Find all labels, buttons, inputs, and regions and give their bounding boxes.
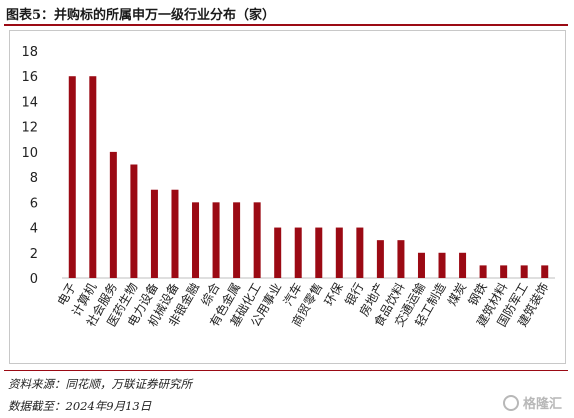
watermark: 格隆汇 — [502, 393, 562, 412]
y-tick-label: 4 — [30, 222, 38, 237]
bar-2 — [109, 151, 117, 278]
y-tick-label: 12 — [21, 121, 38, 136]
x-tick-label: 环保 — [322, 281, 346, 309]
bar-16 — [397, 240, 405, 278]
y-tick-label: 2 — [30, 247, 38, 262]
title-divider — [4, 24, 568, 26]
y-tick-label: 14 — [21, 95, 38, 110]
bar-21 — [500, 265, 508, 278]
bar-22 — [520, 265, 528, 278]
gelonghui-logo-icon — [502, 394, 519, 411]
y-tick-label: 16 — [21, 70, 38, 85]
bar-10 — [274, 227, 282, 278]
source-note: 资料来源：同花顺，万联证券研究所 — [8, 377, 192, 391]
y-tick-label: 8 — [30, 171, 38, 186]
chart-title: 图表5：并购标的所属申万一级行业分布（家） — [6, 8, 276, 23]
bar-7 — [212, 202, 220, 278]
chart-frame: 0 2 4 6 8 10 12 14 16 18 电子 计算机 社会服务 医药生物 电力设备 机械设备 非银金融… — [9, 30, 566, 364]
bar-20 — [479, 265, 487, 278]
bar-0 — [68, 76, 76, 278]
date-note: 数据截至：2024年9月13日 — [8, 399, 152, 413]
bar-13 — [335, 227, 343, 278]
bar-4 — [150, 189, 158, 278]
y-tick-label: 0 — [30, 272, 38, 287]
bar-12 — [315, 227, 323, 278]
bar-11 — [294, 227, 302, 278]
bar-18 — [438, 252, 446, 278]
x-tick-label: 煤炭 — [445, 281, 469, 309]
footer-divider — [4, 370, 568, 371]
y-tick-label: 18 — [21, 45, 38, 60]
watermark-text: 格隆汇 — [522, 397, 562, 412]
y-tick-label: 10 — [21, 146, 38, 161]
bar-15 — [376, 240, 384, 278]
y-tick-label: 6 — [30, 196, 38, 211]
bar-14 — [356, 227, 364, 278]
bar-23 — [541, 265, 549, 278]
bar-9 — [253, 202, 261, 278]
bar-3 — [130, 164, 138, 278]
bar-17 — [417, 252, 425, 278]
bar-1 — [89, 76, 97, 278]
bar-5 — [171, 189, 179, 278]
bar-chart: 024681012141618电子计算机社会服务医药生物电力设备机械设备非银金融… — [21, 45, 555, 329]
bar-6 — [192, 202, 200, 278]
bar-8 — [233, 202, 241, 278]
bar-19 — [459, 252, 467, 278]
